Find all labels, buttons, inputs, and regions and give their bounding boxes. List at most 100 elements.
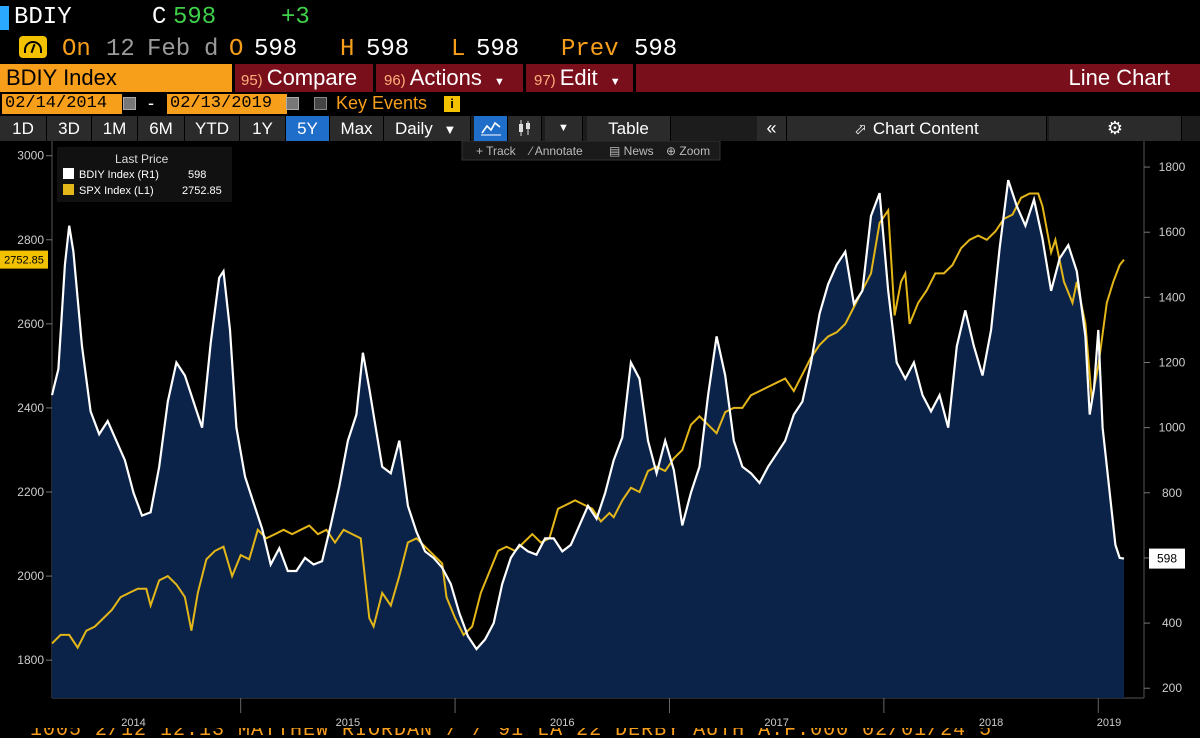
compare-label: Compare [266, 65, 358, 90]
footer-text: 1005 2/12 12:13 MATTHEW RIORDAN / / 91 L… [30, 728, 992, 738]
annotate-label: Annotate [535, 144, 583, 158]
low-value: 598 [476, 36, 520, 63]
legend-spx-name: SPX Index (L1) [79, 185, 154, 197]
news-icon: ▤ [609, 144, 624, 158]
x-axis-tick-label: 2019 [1097, 717, 1121, 728]
date-day: 12 [106, 36, 135, 63]
date-range-row: 02/14/2014 - 02/13/2019 Key Events i [0, 92, 1200, 116]
annotate-tool[interactable]: ⁄ Annotate [527, 144, 583, 158]
x-axis-tick-label: 2018 [979, 717, 1003, 728]
edit-number: 97) [534, 72, 556, 89]
news-label: News [624, 144, 654, 158]
left-axis-tick-label: 2000 [17, 569, 44, 583]
left-axis-tick-label: 2200 [17, 485, 44, 499]
plus-icon: + [476, 144, 486, 158]
bdiy-last-tag-label: 598 [1157, 552, 1177, 566]
open-value: 598 [254, 36, 298, 63]
key-events-checkbox[interactable] [314, 97, 327, 110]
track-label: Track [486, 144, 517, 158]
chart-type-label: Line Chart [1068, 65, 1170, 90]
right-axis-tick-label: 800 [1162, 486, 1182, 500]
period-6m[interactable]: 6M [138, 116, 185, 141]
candle-chart-icon[interactable] [508, 116, 542, 141]
track-tool[interactable]: + Track [476, 144, 517, 158]
period-1m[interactable]: 1M [92, 116, 138, 141]
calendar-icon[interactable] [123, 97, 136, 110]
chevron-down-icon: ▼ [493, 76, 505, 88]
compare-button[interactable]: 95) Compare [235, 64, 373, 92]
left-axis-tick-label: 2800 [17, 233, 44, 247]
period-3d[interactable]: 3D [47, 116, 92, 141]
actions-menu[interactable]: 96) Actions ▼ [376, 64, 523, 92]
edit-menu[interactable]: 97) Edit ▼ [526, 64, 633, 92]
x-axis-tick-label: 2016 [550, 717, 574, 728]
table-button[interactable]: Table [587, 116, 671, 141]
frequency-select[interactable]: Daily ▼ [384, 116, 471, 141]
command-cursor [0, 6, 9, 30]
line-chart-icon[interactable] [474, 116, 508, 141]
legend-box [57, 147, 232, 202]
end-date-input[interactable]: 02/13/2019 [167, 94, 287, 114]
x-axis-tick-label: 2015 [336, 717, 360, 728]
chevron-down-icon[interactable]: ▼ [545, 116, 583, 141]
bdiy-area [52, 180, 1124, 699]
chart-content-label: Chart Content [872, 119, 979, 138]
security-label: BDIY Index [6, 65, 117, 90]
period-ytd[interactable]: YTD [185, 116, 240, 141]
chart-tools: + Track ⁄ Annotate ▤ News ⊕ Zoom [461, 141, 721, 161]
period-toolbar: 1D 3D 1M 6M YTD 1Y 5Y Max Daily ▼ ▼ Tabl… [0, 116, 1200, 141]
right-axis-tick-label: 1000 [1159, 421, 1186, 435]
date-flag: d [204, 36, 219, 63]
right-axis-tick-label: 1600 [1159, 225, 1186, 239]
bdiy-line [50, 179, 1125, 651]
quote-header: BDIY C 598 +3 [0, 0, 1200, 34]
chart-content-button[interactable]: ⬀ Chart Content [787, 116, 1047, 141]
period-max[interactable]: Max [330, 116, 384, 141]
period-5y[interactable]: 5Y [286, 116, 330, 141]
left-axis-tick-label: 2400 [17, 401, 44, 415]
actions-label: Actions [409, 65, 482, 90]
spx-last-tag [0, 250, 48, 269]
right-axis-tick-label: 400 [1162, 616, 1182, 630]
zoom-tool[interactable]: ⊕ Zoom [666, 144, 710, 158]
security-field[interactable]: BDIY Index [0, 64, 232, 92]
right-axis-tick-label: 1800 [1159, 160, 1186, 174]
spx-last-tag-label: 2752.85 [4, 255, 44, 267]
legend-bdiy-name: BDIY Index (R1) [79, 169, 159, 181]
low-label: L [451, 36, 466, 63]
x-axis-tick-label: 2014 [121, 717, 145, 728]
open-label: O [229, 36, 244, 63]
legend-swatch-bdiy [63, 168, 74, 179]
command-bar: BDIY Index 95) Compare 96) Actions ▼ 97) Ed… [0, 64, 1200, 92]
chart-type-title: Line Chart [636, 64, 1200, 92]
gear-icon[interactable]: ⚙ [1049, 116, 1182, 141]
left-axis-tick-label: 2600 [17, 317, 44, 331]
high-label: H [340, 36, 355, 63]
pencil-icon: ⁄ [527, 144, 535, 158]
collapse-icon[interactable]: « [757, 116, 787, 141]
chart-content-icon: ⬀ [854, 121, 867, 138]
footer-strip: 1005 2/12 12:13 MATTHEW RIORDAN / / 91 L… [0, 728, 1200, 738]
info-icon[interactable]: i [444, 96, 460, 112]
change-value: +3 [281, 4, 310, 31]
compare-number: 95) [241, 72, 263, 89]
start-date-input[interactable]: 02/14/2014 [2, 94, 122, 114]
news-tool[interactable]: ▤ News [609, 144, 654, 158]
zoom-label: Zoom [679, 144, 710, 158]
zoom-icon: ⊕ [666, 144, 679, 158]
ticker[interactable]: BDIY [14, 4, 72, 31]
date-prefix: On [62, 36, 91, 63]
frequency-label: Daily [395, 119, 433, 138]
date-separator: - [148, 93, 154, 113]
gauge-icon[interactable] [19, 36, 47, 58]
right-axis-tick-label: 1200 [1159, 355, 1186, 369]
period-1y[interactable]: 1Y [240, 116, 286, 141]
chevron-down-icon: ▼ [609, 76, 621, 88]
spx-line [51, 192, 1125, 650]
legend-title: Last Price [115, 152, 169, 166]
legend-bdiy-last: 598 [188, 169, 206, 181]
key-events-label: Key Events [336, 93, 428, 113]
period-1d[interactable]: 1D [0, 116, 47, 141]
calendar-icon[interactable] [286, 97, 299, 110]
